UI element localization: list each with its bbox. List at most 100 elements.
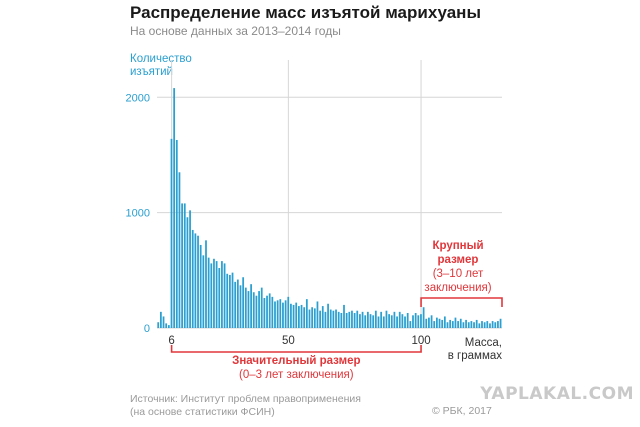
y-tick-label-0: 0 <box>144 323 150 335</box>
bar-88 <box>388 314 390 328</box>
bar-85 <box>380 311 383 328</box>
bar-106 <box>436 317 438 328</box>
bar-21 <box>210 263 213 328</box>
bar-127 <box>491 321 494 328</box>
bar-20 <box>207 257 210 328</box>
bar-40 <box>260 287 263 328</box>
bar-89 <box>390 315 393 328</box>
bar-67 <box>332 310 335 328</box>
chart-subtitle: На основе данных за 2013–2014 годы <box>130 24 341 38</box>
bar-48 <box>282 302 284 328</box>
bar-81 <box>369 314 372 328</box>
bar-115 <box>459 318 462 328</box>
bar-53 <box>295 302 298 328</box>
annotation-large-title-line2: размер <box>438 254 479 266</box>
bar-65 <box>327 303 329 328</box>
bar-103 <box>428 317 430 328</box>
bar-9 <box>178 172 181 328</box>
bar-61 <box>316 301 319 328</box>
bar-124 <box>483 322 486 328</box>
copyright: © РБК, 2017 <box>432 405 492 417</box>
x-tick-label-0: 6 <box>168 335 174 347</box>
bar-37 <box>252 292 255 328</box>
bar-36 <box>250 284 252 328</box>
bar-58 <box>308 309 311 328</box>
bar-107 <box>438 318 441 328</box>
y-axis-label-line2: изъятий <box>130 66 173 78</box>
bar-114 <box>457 321 459 328</box>
y-axis-ticks: 0 1000 2000 <box>126 92 150 335</box>
bar-33 <box>242 277 245 328</box>
bar-35 <box>247 291 250 328</box>
bar-92 <box>398 311 401 328</box>
bar-27 <box>226 273 229 328</box>
bar-79 <box>364 315 367 328</box>
bar-25 <box>221 261 223 328</box>
bar-70 <box>340 313 343 328</box>
bar-78 <box>361 311 364 328</box>
bar-24 <box>218 268 221 328</box>
bar-82 <box>372 315 375 328</box>
bar-series <box>157 88 502 328</box>
bar-54 <box>298 306 300 328</box>
annotation-large-subtitle-line2: заключения) <box>424 282 491 294</box>
annotation-large: Крупный размер (3–10 лет заключения) <box>420 240 503 307</box>
bracket-large <box>420 297 503 307</box>
y-tick-label-2: 2000 <box>126 92 150 104</box>
bar-99 <box>417 315 420 328</box>
bar-121 <box>475 319 478 328</box>
bar-26 <box>223 263 226 328</box>
bar-104 <box>430 315 433 328</box>
x-axis-label-line1: Масса, <box>465 337 502 349</box>
bar-76 <box>356 310 359 328</box>
annotation-significant-subtitle: (0–3 лет заключения) <box>239 369 354 381</box>
bar-123 <box>481 321 483 328</box>
chart-title: Распределение масс изъятой марихуаны <box>130 3 481 22</box>
bar-30 <box>234 281 237 328</box>
bar-59 <box>311 307 314 328</box>
bar-66 <box>329 309 332 328</box>
bar-73 <box>348 311 351 328</box>
bar-11 <box>183 203 186 328</box>
bar-74 <box>351 310 353 328</box>
bar-43 <box>268 293 271 328</box>
bar-18 <box>202 255 205 328</box>
bar-109 <box>443 316 446 328</box>
bar-83 <box>374 310 377 328</box>
bar-55 <box>300 304 303 328</box>
bar-16 <box>197 235 199 328</box>
bar-90 <box>393 311 396 328</box>
bar-4 <box>165 323 168 328</box>
bar-122 <box>478 323 481 328</box>
bar-60 <box>313 308 316 328</box>
bar-56 <box>303 307 306 328</box>
bar-7 <box>173 88 176 328</box>
bar-57 <box>305 299 308 328</box>
bar-95 <box>406 313 409 328</box>
source-line-1: Источник: Институт проблем правоприменен… <box>130 393 361 405</box>
bracket-significant <box>170 345 422 353</box>
bar-84 <box>377 316 380 328</box>
bar-12 <box>186 217 189 328</box>
watermark: YAPLAKAL.COM <box>480 384 634 404</box>
bar-19 <box>205 240 207 328</box>
bar-6 <box>170 138 173 328</box>
bar-39 <box>258 291 260 328</box>
bar-98 <box>414 313 417 328</box>
bar-111 <box>449 319 452 328</box>
bar-23 <box>215 261 218 328</box>
bar-50 <box>287 296 290 328</box>
source-line-2: (на основе статистики ФСИН) <box>130 405 275 418</box>
bar-80 <box>367 311 369 328</box>
chart-canvas: 0 1000 2000 6 50 100 Значительный размер (0–… <box>126 60 503 381</box>
bar-28 <box>229 274 231 328</box>
bar-77 <box>359 314 361 328</box>
bar-113 <box>454 317 457 328</box>
y-axis-label-line1: Количество <box>130 53 192 65</box>
bar-44 <box>271 296 274 328</box>
bar-64 <box>324 311 327 328</box>
bar-63 <box>321 306 324 328</box>
bar-116 <box>462 322 465 328</box>
bar-100 <box>420 314 422 328</box>
bar-31 <box>236 279 239 328</box>
